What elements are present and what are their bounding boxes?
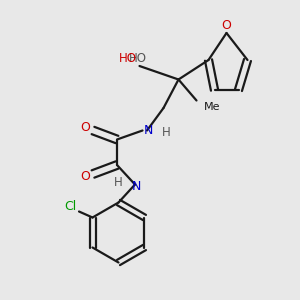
Text: HO: HO (118, 52, 136, 65)
Text: Me: Me (204, 101, 220, 112)
Text: H: H (162, 125, 171, 139)
Text: N: N (132, 179, 141, 193)
Text: O: O (81, 170, 90, 184)
Text: O: O (222, 19, 231, 32)
Text: O: O (81, 121, 90, 134)
Text: N: N (144, 124, 153, 137)
Text: H: H (114, 176, 123, 190)
Text: HO: HO (129, 52, 147, 65)
Text: Cl: Cl (64, 200, 76, 214)
